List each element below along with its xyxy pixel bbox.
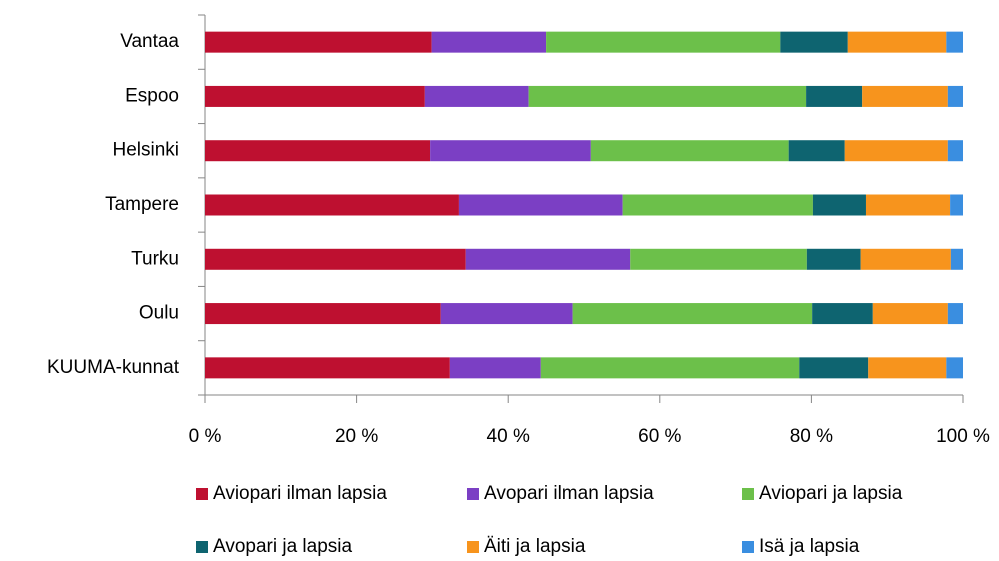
x-tick-label: 40 % [487,426,530,447]
legend-label: Aviopari ja lapsia [759,483,903,504]
bar-segment [205,357,450,379]
bar-segment [205,140,431,162]
y-tick-label: Tampere [105,194,179,215]
bar-segment [799,357,869,379]
bar-segment [812,303,873,325]
bar-segment [847,31,947,53]
bar-segment [868,357,947,379]
y-tick-label: Oulu [139,303,179,324]
bar-segment [947,140,963,162]
y-tick-label: KUUMA-kunnat [47,357,180,378]
bar-segment [862,85,948,107]
y-tick-label: Turku [131,248,179,269]
bar-segment [947,85,963,107]
bar-segment [950,248,963,270]
bar-segment [865,194,951,216]
bar-segment [806,85,863,107]
bar-segment [205,85,425,107]
bar-segment [205,248,466,270]
legend-swatch [742,488,754,500]
legend-swatch [742,541,754,553]
bar-segment [540,357,800,379]
bar-segment [950,194,963,216]
bar-segment [590,140,789,162]
y-tick-label: Helsinki [112,140,179,161]
bar-segment [872,303,948,325]
bar-segment [844,140,948,162]
legend-label: Isä ja lapsia [759,536,860,557]
x-tick-label: 20 % [335,426,378,447]
bar-segment [546,31,781,53]
bar-segment [788,140,845,162]
legend-swatch [196,488,208,500]
bar-segment [622,194,813,216]
bar-segment [205,303,441,325]
bar-segment [431,31,547,53]
legend-swatch [467,488,479,500]
bar-segment [946,357,963,379]
legend-label: Aviopari ilman lapsia [213,483,387,504]
legend-swatch [467,541,479,553]
legend-label: Äiti ja lapsia [484,536,586,557]
bar-segment [430,140,591,162]
bar-segment [780,31,848,53]
bar-segment [424,85,529,107]
legend-label: Avopari ilman lapsia [484,483,654,504]
x-tick-label: 60 % [638,426,681,447]
x-tick-label: 100 % [936,426,990,447]
bar-segment [812,194,866,216]
bar-segment [205,31,432,53]
y-tick-label: Espoo [125,85,179,106]
bar-segment [465,248,631,270]
y-tick-label: Vantaa [120,31,179,52]
bar-segment [860,248,951,270]
x-tick-label: 0 % [189,426,222,447]
bar-segment [572,303,813,325]
bar-segment [806,248,861,270]
bar-segment [630,248,807,270]
x-tick-label: 80 % [790,426,833,447]
bar-segment [205,194,459,216]
bar-segment [458,194,623,216]
legend-label: Avopari ja lapsia [213,536,353,557]
bar-segment [528,85,807,107]
bar-segment [449,357,541,379]
legend-swatch [196,541,208,553]
bar-segment [440,303,573,325]
bar-segment [946,31,963,53]
bar-segment [947,303,963,325]
